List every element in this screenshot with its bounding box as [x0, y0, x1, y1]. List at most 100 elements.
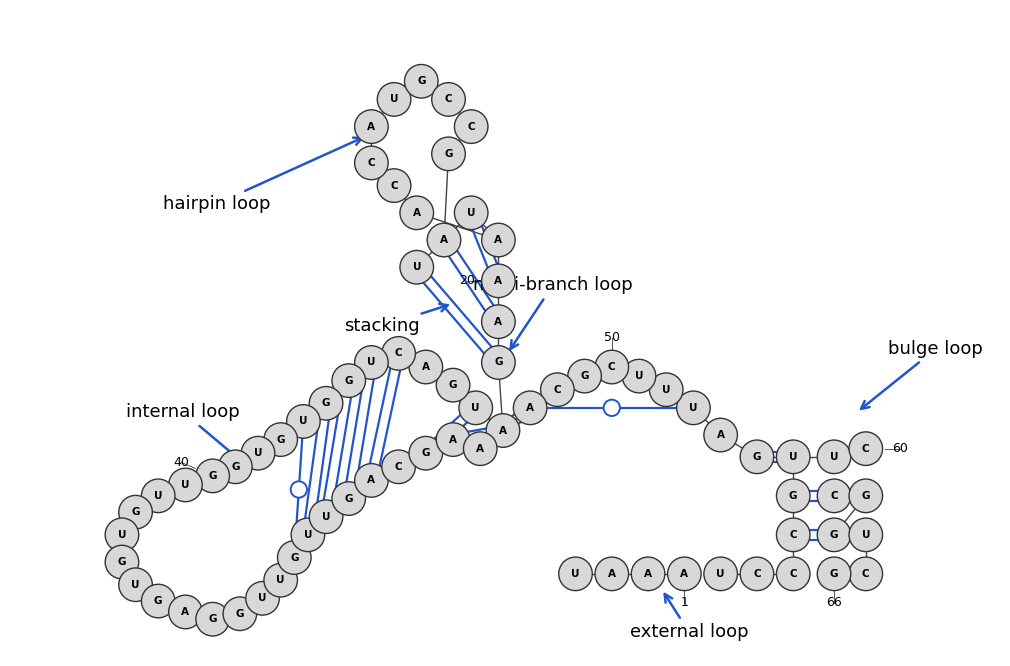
Text: C: C	[790, 530, 797, 540]
Circle shape	[141, 479, 175, 513]
Circle shape	[486, 414, 520, 448]
Text: G: G	[235, 609, 244, 619]
Circle shape	[740, 440, 774, 474]
Text: G: G	[581, 371, 589, 381]
Circle shape	[849, 479, 883, 513]
Text: G: G	[154, 596, 163, 606]
Text: G: G	[444, 149, 452, 159]
Text: G: G	[208, 471, 217, 481]
Text: U: U	[254, 448, 263, 458]
Circle shape	[849, 518, 883, 551]
Text: A: A	[422, 362, 430, 372]
Circle shape	[595, 557, 628, 591]
Circle shape	[245, 581, 280, 615]
Circle shape	[777, 440, 810, 474]
Circle shape	[631, 557, 665, 591]
Text: U: U	[862, 530, 870, 540]
Text: A: A	[499, 426, 507, 436]
Text: G: G	[277, 435, 285, 445]
Text: 1: 1	[681, 596, 688, 609]
Circle shape	[817, 479, 850, 513]
Circle shape	[704, 557, 737, 591]
Text: C: C	[390, 180, 398, 190]
Text: G: G	[322, 398, 330, 408]
Circle shape	[622, 359, 655, 393]
Text: A: A	[182, 607, 190, 617]
Circle shape	[777, 557, 810, 591]
Text: C: C	[368, 158, 376, 168]
Circle shape	[405, 65, 438, 98]
Text: G: G	[417, 77, 425, 87]
Circle shape	[817, 557, 850, 591]
Circle shape	[436, 423, 470, 456]
Text: U: U	[472, 403, 480, 413]
Circle shape	[291, 482, 307, 498]
Text: A: A	[608, 569, 616, 579]
Text: U: U	[467, 208, 476, 218]
Text: 50: 50	[604, 332, 620, 344]
Text: G: G	[830, 530, 838, 540]
Circle shape	[409, 436, 442, 470]
Text: G: G	[344, 376, 352, 386]
Text: U: U	[322, 511, 330, 521]
Circle shape	[459, 391, 493, 425]
Text: A: A	[413, 208, 421, 218]
Circle shape	[482, 305, 515, 338]
Circle shape	[400, 196, 433, 230]
Circle shape	[196, 603, 229, 636]
Circle shape	[649, 373, 683, 406]
Text: U: U	[277, 575, 285, 585]
Circle shape	[540, 373, 574, 406]
Circle shape	[105, 518, 138, 551]
Text: C: C	[553, 385, 562, 395]
Circle shape	[264, 423, 298, 456]
Text: stacking: stacking	[344, 304, 447, 335]
Text: C: C	[753, 569, 761, 579]
Circle shape	[482, 346, 515, 379]
Circle shape	[431, 83, 466, 116]
Circle shape	[119, 496, 153, 529]
Circle shape	[223, 597, 257, 631]
Text: multi-branch loop: multi-branch loop	[473, 276, 632, 349]
Text: 60: 60	[892, 442, 908, 455]
Text: U: U	[118, 530, 126, 540]
Text: C: C	[395, 462, 402, 472]
Text: U: U	[662, 385, 671, 395]
Circle shape	[849, 432, 883, 466]
Circle shape	[817, 518, 850, 551]
Circle shape	[464, 432, 497, 466]
Text: C: C	[444, 95, 452, 105]
Text: A: A	[368, 122, 376, 132]
Circle shape	[513, 391, 547, 425]
Circle shape	[355, 110, 388, 143]
Circle shape	[264, 563, 298, 597]
Circle shape	[704, 418, 737, 452]
Circle shape	[677, 391, 710, 425]
Circle shape	[382, 450, 415, 484]
Text: C: C	[862, 444, 870, 454]
Circle shape	[817, 440, 850, 474]
Text: U: U	[789, 452, 798, 462]
Circle shape	[119, 568, 153, 601]
Text: 10: 10	[857, 450, 874, 464]
Text: U: U	[299, 416, 308, 426]
Circle shape	[431, 137, 466, 170]
Circle shape	[604, 400, 620, 416]
Circle shape	[309, 500, 342, 533]
Circle shape	[378, 168, 411, 202]
Text: A: A	[526, 403, 534, 413]
Circle shape	[436, 368, 470, 402]
Text: G: G	[862, 491, 870, 501]
Circle shape	[141, 584, 175, 618]
Circle shape	[332, 364, 366, 398]
Text: A: A	[495, 276, 502, 286]
Text: C: C	[790, 569, 797, 579]
Text: G: G	[208, 614, 217, 624]
Text: A: A	[495, 316, 502, 326]
Circle shape	[454, 196, 488, 230]
Circle shape	[568, 359, 601, 393]
Text: U: U	[689, 403, 698, 413]
Circle shape	[482, 223, 515, 257]
Circle shape	[482, 264, 515, 298]
Circle shape	[355, 346, 388, 379]
